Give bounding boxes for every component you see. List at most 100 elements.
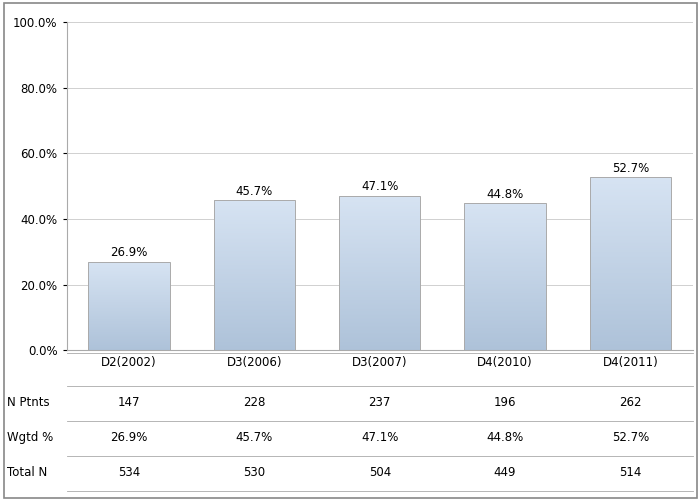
Bar [88, 268, 170, 269]
Bar [214, 210, 295, 212]
Bar [88, 319, 170, 320]
Bar [589, 190, 671, 191]
Bar [214, 296, 295, 297]
Bar [339, 306, 421, 308]
Bar [464, 211, 546, 212]
Bar [339, 332, 421, 334]
Bar [589, 330, 671, 332]
Bar [589, 332, 671, 334]
Bar [88, 302, 170, 303]
Bar [214, 257, 295, 258]
Bar [214, 301, 295, 302]
Bar [589, 236, 671, 237]
Bar [464, 332, 546, 334]
Bar [464, 272, 546, 274]
Bar [339, 283, 421, 284]
Bar [214, 250, 295, 251]
Bar [589, 238, 671, 240]
Bar [339, 243, 421, 244]
Bar [339, 232, 421, 234]
Bar [464, 210, 546, 211]
Bar [214, 324, 295, 325]
Bar [339, 260, 421, 262]
Bar [464, 224, 546, 226]
Bar [589, 281, 671, 282]
Bar [464, 282, 546, 284]
Bar [214, 325, 295, 326]
Bar [214, 326, 295, 327]
Bar [589, 260, 671, 262]
Bar [589, 229, 671, 230]
Bar [214, 260, 295, 261]
Bar [464, 268, 546, 270]
Bar [88, 304, 170, 305]
Bar [589, 210, 671, 212]
Bar [464, 214, 546, 215]
Bar [464, 217, 546, 218]
Bar [339, 290, 421, 292]
Bar [464, 253, 546, 254]
Bar [464, 228, 546, 230]
Bar [214, 336, 295, 337]
Bar [339, 349, 421, 350]
Bar [589, 286, 671, 288]
Bar [464, 252, 546, 253]
Bar [464, 294, 546, 295]
Bar [214, 298, 295, 299]
Bar [339, 296, 421, 298]
Bar [589, 240, 671, 242]
Bar [88, 333, 170, 334]
Bar [464, 263, 546, 264]
Bar [464, 344, 546, 345]
Bar [88, 309, 170, 310]
Bar [214, 258, 295, 259]
Bar [464, 251, 546, 252]
Bar [88, 271, 170, 272]
Bar [589, 205, 671, 206]
Bar [214, 221, 295, 222]
Bar [589, 232, 671, 234]
Bar [339, 196, 421, 198]
Text: 47.1%: 47.1% [361, 180, 398, 193]
Bar [339, 334, 421, 336]
Bar [464, 226, 546, 227]
Bar [464, 216, 546, 217]
Bar [214, 225, 295, 226]
Bar [589, 212, 671, 213]
Bar [214, 213, 295, 214]
Bar [214, 281, 295, 282]
Bar [464, 270, 546, 271]
Bar [88, 316, 170, 317]
Bar [214, 244, 295, 245]
Text: 26.9%: 26.9% [111, 246, 148, 260]
Bar [339, 199, 421, 200]
Bar [88, 297, 170, 298]
Bar [589, 342, 671, 343]
Bar [214, 254, 295, 255]
Bar [214, 251, 295, 252]
Bar [339, 262, 421, 264]
Bar [464, 222, 546, 223]
Bar [464, 322, 546, 324]
Bar [464, 266, 546, 267]
Bar [88, 299, 170, 300]
Bar [589, 251, 671, 252]
Text: 534: 534 [118, 466, 140, 479]
Bar [589, 218, 671, 219]
Bar [214, 345, 295, 346]
Text: 196: 196 [494, 396, 517, 409]
Text: 147: 147 [118, 396, 141, 409]
Bar [214, 320, 295, 321]
Bar [589, 214, 671, 216]
Bar [464, 265, 546, 266]
Bar [464, 309, 546, 310]
Bar [88, 306, 170, 307]
Bar [339, 205, 421, 206]
Bar [88, 284, 170, 286]
Bar [464, 339, 546, 340]
Bar [464, 246, 546, 248]
Text: 530: 530 [244, 466, 265, 479]
Bar [88, 289, 170, 290]
Bar [464, 264, 546, 265]
Bar [464, 305, 546, 306]
